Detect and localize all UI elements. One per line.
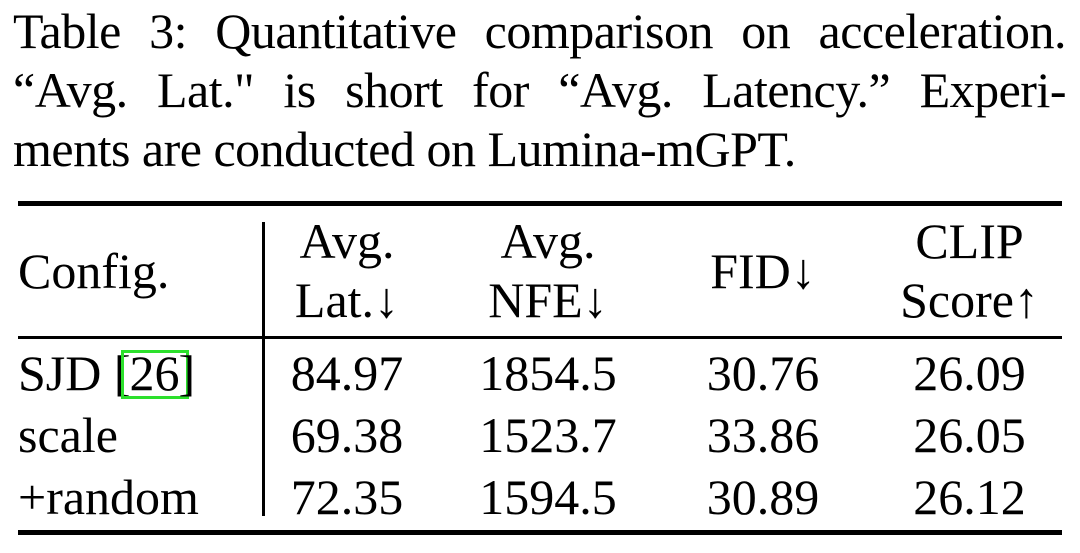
caption-line-3: ments are conducted on Lumina-mGPT. — [13, 121, 796, 177]
column-header-fid: FID↓ — [649, 242, 877, 301]
citation-link[interactable]: 26 — [120, 348, 189, 399]
header-line: Avg. — [500, 213, 596, 269]
cell-clip-score: 26.12 — [913, 469, 1026, 525]
cell-avg-latency: 84.97 — [290, 345, 404, 401]
cell-fid: 30.76 — [706, 345, 820, 401]
column-divider — [262, 222, 265, 516]
table-caption: Table 3: Quantitative comparison on acce… — [13, 2, 1067, 179]
results-table: Config. Avg. Lat.↓ Avg. NFE↓ FID↓ CLIP S… — [18, 201, 1062, 535]
cell-avg-latency: 72.35 — [290, 469, 404, 525]
table-header-row: Config. Avg. Lat.↓ Avg. NFE↓ FID↓ CLIP S… — [18, 206, 1062, 339]
cell-avg-nfe: 1523.7 — [479, 407, 617, 463]
column-header-clip-score: CLIP Score↑ — [877, 212, 1062, 330]
header-line: Score↑ — [900, 272, 1039, 328]
header-line: Avg. — [299, 213, 395, 269]
caption-line-2: “Avg. Lat." is short for “Avg. Latency.”… — [13, 62, 1067, 118]
cell-clip-score: 26.09 — [913, 345, 1026, 401]
cell-clip-score: 26.05 — [913, 407, 1026, 463]
header-line: CLIP — [915, 213, 1024, 269]
cell-fid: 30.89 — [706, 469, 820, 525]
config-label-prefix: SJD [ — [18, 345, 131, 401]
header-line: Config. — [18, 242, 170, 299]
table-body: SJD [26] 84.97 1854.5 30.76 26.09 scale … — [18, 339, 1062, 530]
cell-config: SJD [26] — [18, 342, 247, 404]
column-header-config: Config. — [18, 242, 247, 301]
cell-fid: 33.86 — [706, 407, 820, 463]
table-row-sjd: SJD [26] 84.97 1854.5 30.76 26.09 — [18, 342, 1062, 404]
header-line: FID↓ — [710, 242, 816, 299]
caption-line-1: Table 3: Quantitative comparison on acce… — [13, 3, 1067, 59]
header-line: NFE↓ — [488, 272, 608, 328]
cell-config: +random — [18, 469, 199, 525]
table-row-scale: scale 69.38 1523.7 33.86 26.05 — [18, 404, 1062, 466]
column-header-avg-nfe: Avg. NFE↓ — [447, 212, 649, 330]
header-line: Lat.↓ — [294, 272, 400, 328]
cell-avg-nfe: 1854.5 — [479, 345, 617, 401]
table-row-random: +random 72.35 1594.5 30.89 26.12 — [18, 466, 1062, 528]
column-header-avg-latency: Avg. Lat.↓ — [247, 212, 447, 330]
config-label-suffix: ] — [178, 345, 196, 401]
cell-config: scale — [18, 407, 118, 463]
cell-avg-nfe: 1594.5 — [479, 469, 617, 525]
cell-avg-latency: 69.38 — [290, 407, 404, 463]
